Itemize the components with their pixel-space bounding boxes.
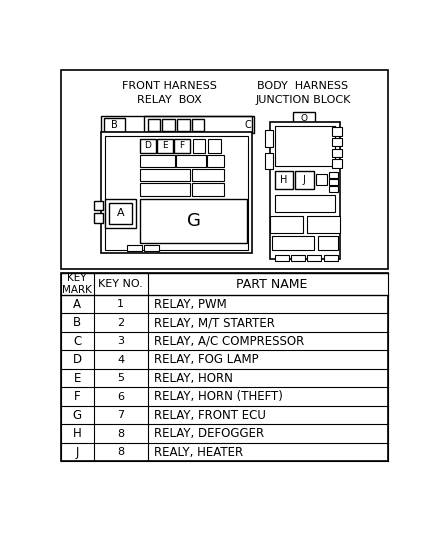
Text: 2: 2: [117, 318, 124, 328]
Bar: [93, 213, 103, 223]
Bar: [61, 273, 388, 461]
Bar: [265, 152, 273, 169]
Bar: [329, 172, 339, 178]
Text: G: G: [73, 409, 82, 422]
Bar: [208, 139, 221, 152]
Bar: [61, 70, 388, 269]
Bar: [265, 130, 273, 147]
Bar: [192, 169, 224, 181]
Text: RELAY, DEFOGGER: RELAY, DEFOGGER: [154, 427, 264, 440]
Text: BODY  HARNESS
JUNCTION BLOCK: BODY HARNESS JUNCTION BLOCK: [255, 81, 350, 105]
Text: G: G: [187, 212, 201, 230]
Bar: [162, 119, 175, 131]
Text: H: H: [280, 175, 288, 185]
Text: 3: 3: [117, 336, 124, 346]
Bar: [174, 139, 190, 152]
Text: PART NAME: PART NAME: [236, 278, 307, 290]
Bar: [329, 185, 339, 192]
Text: 8: 8: [117, 429, 124, 439]
Bar: [307, 216, 340, 233]
Text: 8: 8: [117, 447, 124, 457]
Bar: [324, 255, 338, 261]
Bar: [157, 139, 173, 152]
Bar: [105, 135, 248, 249]
Bar: [177, 119, 190, 131]
Bar: [148, 119, 160, 131]
Bar: [140, 199, 247, 244]
Bar: [103, 118, 125, 132]
Bar: [270, 122, 340, 259]
Text: RELAY, HORN: RELAY, HORN: [154, 372, 233, 385]
Bar: [329, 179, 339, 185]
Bar: [316, 174, 327, 185]
Bar: [270, 216, 303, 233]
Text: E: E: [162, 141, 168, 150]
Text: H: H: [73, 427, 81, 440]
Bar: [293, 112, 315, 123]
Text: B: B: [111, 120, 118, 130]
Text: RELAY, A/C COMPRESSOR: RELAY, A/C COMPRESSOR: [154, 335, 304, 348]
Text: KEY
MARK: KEY MARK: [62, 273, 92, 295]
Bar: [127, 245, 142, 251]
Bar: [332, 149, 342, 157]
Text: KEY NO.: KEY NO.: [98, 279, 143, 289]
Bar: [140, 169, 191, 181]
Text: RELAY, PWM: RELAY, PWM: [154, 298, 227, 311]
Bar: [140, 139, 155, 152]
Text: J: J: [303, 175, 306, 185]
Bar: [61, 273, 388, 295]
Bar: [140, 183, 191, 196]
Bar: [332, 127, 342, 135]
Bar: [275, 255, 289, 261]
Text: F: F: [179, 141, 184, 150]
Bar: [307, 255, 321, 261]
Text: F: F: [74, 390, 81, 403]
Text: D: D: [73, 353, 82, 366]
Bar: [101, 132, 252, 253]
Text: A: A: [73, 298, 81, 311]
Bar: [93, 201, 103, 210]
Bar: [208, 155, 224, 167]
Text: A: A: [117, 208, 124, 219]
Bar: [318, 237, 339, 251]
Bar: [272, 237, 314, 251]
Text: 1: 1: [117, 299, 124, 309]
Text: C: C: [244, 120, 251, 130]
Text: D: D: [144, 141, 151, 150]
Bar: [295, 171, 314, 189]
Bar: [192, 119, 204, 131]
Bar: [275, 195, 336, 212]
Text: REALY, HEATER: REALY, HEATER: [154, 446, 243, 458]
Text: 5: 5: [117, 373, 124, 383]
Bar: [105, 199, 136, 228]
Bar: [291, 255, 305, 261]
Text: J: J: [75, 446, 79, 458]
Text: RELAY, FOG LAMP: RELAY, FOG LAMP: [154, 353, 258, 366]
Bar: [177, 155, 206, 167]
Bar: [332, 159, 342, 168]
Text: RELAY, M/T STARTER: RELAY, M/T STARTER: [154, 316, 275, 329]
Text: E: E: [74, 372, 81, 385]
Bar: [144, 116, 254, 133]
Text: 4: 4: [117, 354, 124, 365]
Text: C: C: [73, 335, 81, 348]
Bar: [332, 138, 342, 147]
Bar: [275, 126, 336, 166]
Bar: [144, 245, 159, 251]
Bar: [101, 116, 252, 133]
Text: B: B: [73, 316, 81, 329]
Text: RELAY, FRONT ECU: RELAY, FRONT ECU: [154, 409, 266, 422]
Text: 6: 6: [117, 392, 124, 401]
Text: 7: 7: [117, 410, 124, 420]
Bar: [192, 183, 224, 196]
Bar: [109, 203, 132, 224]
Bar: [140, 155, 175, 167]
Text: RELAY, HORN (THEFT): RELAY, HORN (THEFT): [154, 390, 283, 403]
Text: FRONT HARNESS
RELAY  BOX: FRONT HARNESS RELAY BOX: [122, 81, 217, 105]
Bar: [193, 139, 205, 152]
Bar: [275, 171, 293, 189]
Text: O: O: [301, 114, 308, 123]
